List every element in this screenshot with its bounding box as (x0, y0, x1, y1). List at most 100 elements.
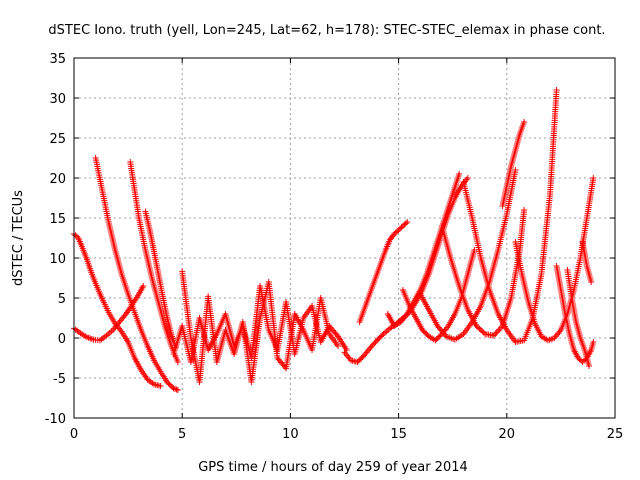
data-point (398, 224, 405, 231)
data-point (432, 337, 439, 344)
data-point (394, 228, 401, 235)
x-tick-label: 10 (282, 427, 299, 442)
data-point (588, 279, 595, 285)
data-point (422, 329, 429, 336)
data-point (464, 175, 471, 181)
x-tick-label: 15 (390, 427, 407, 442)
data-point (576, 356, 583, 363)
data-point (477, 327, 484, 333)
data-point (173, 386, 180, 393)
data-point (170, 385, 177, 392)
data-point (436, 333, 443, 340)
data-point (140, 283, 147, 289)
axis-ticks: 0 5 10 15 20 25 -10 -5 0 5 10 15 20 25 30 35 (45, 52, 624, 442)
data-point (423, 330, 430, 337)
data-point (358, 355, 365, 362)
data-point (375, 336, 382, 343)
data-point (372, 338, 379, 345)
data-point (392, 229, 399, 236)
data-point (355, 357, 362, 364)
data-series (564, 267, 593, 369)
data-point (354, 359, 361, 365)
x-tick-label: 0 (70, 427, 78, 442)
data-point (174, 387, 181, 393)
data-point (404, 219, 411, 225)
data-point (166, 381, 173, 388)
data-point (553, 87, 560, 93)
data-point (586, 363, 593, 369)
data-point (479, 328, 486, 335)
data-series (179, 268, 342, 385)
data-series (142, 208, 179, 351)
data-series (460, 87, 560, 345)
data-point (335, 343, 342, 349)
data-point (165, 380, 172, 387)
data-point (390, 232, 397, 239)
data-series (71, 283, 147, 344)
data-points (71, 87, 597, 393)
data-point (73, 233, 80, 240)
data-point (164, 379, 171, 385)
data-point (373, 337, 380, 344)
data-point (401, 221, 408, 228)
data-point (72, 232, 79, 239)
y-tick-label: 5 (58, 292, 66, 307)
data-point (419, 327, 426, 333)
y-tick-label: 15 (49, 212, 66, 227)
data-point (579, 359, 586, 365)
data-point (580, 357, 587, 364)
data-point (357, 356, 364, 363)
data-point (575, 355, 582, 361)
y-tick-label: -10 (45, 412, 66, 427)
y-tick-label: 25 (49, 132, 66, 147)
data-point (456, 171, 463, 177)
x-axis-label: GPS time / hours of day 259 of year 2014 (198, 460, 468, 475)
y-tick-label: 35 (49, 52, 66, 67)
data-series (512, 175, 597, 344)
data-point (474, 324, 481, 331)
data-point (476, 325, 483, 332)
y-tick-label: 0 (58, 332, 66, 347)
data-series (356, 219, 411, 325)
data-point (512, 167, 519, 173)
data-point (376, 334, 383, 341)
data-point (521, 119, 528, 125)
data-point (473, 323, 480, 329)
data-point (377, 333, 384, 340)
data-point (370, 341, 377, 348)
plot-frame (73, 57, 616, 419)
data-point (399, 223, 406, 229)
data-point (433, 336, 440, 343)
y-tick-label: -5 (53, 372, 66, 387)
data-point (402, 220, 409, 227)
x-tick-label: 5 (178, 427, 186, 442)
data-point (420, 328, 427, 335)
data-point (174, 359, 181, 365)
data-point (368, 343, 375, 350)
data-point (171, 385, 178, 392)
data-series (499, 119, 528, 209)
chart-title: dSTEC Iono. truth (yell, Lon=245, Lat=62… (48, 23, 605, 38)
x-tick-label: 25 (607, 427, 624, 442)
y-tick-label: 20 (49, 172, 66, 187)
data-point (371, 340, 378, 347)
data-point (434, 334, 441, 341)
data-point (480, 329, 487, 336)
data-point (333, 331, 340, 338)
data-point (379, 332, 386, 339)
data-series (553, 263, 597, 365)
data-point (157, 383, 164, 389)
x-tick-label: 20 (499, 427, 516, 442)
y-tick-label: 10 (49, 252, 66, 267)
y-tick-label: 30 (49, 92, 66, 107)
data-series (579, 239, 595, 285)
data-point (395, 227, 402, 233)
data-series (92, 155, 181, 393)
data-series (384, 171, 463, 329)
data-point (359, 353, 366, 360)
data-point (590, 339, 597, 345)
data-point (391, 231, 398, 237)
data-point (521, 207, 528, 213)
data-series (71, 231, 164, 389)
